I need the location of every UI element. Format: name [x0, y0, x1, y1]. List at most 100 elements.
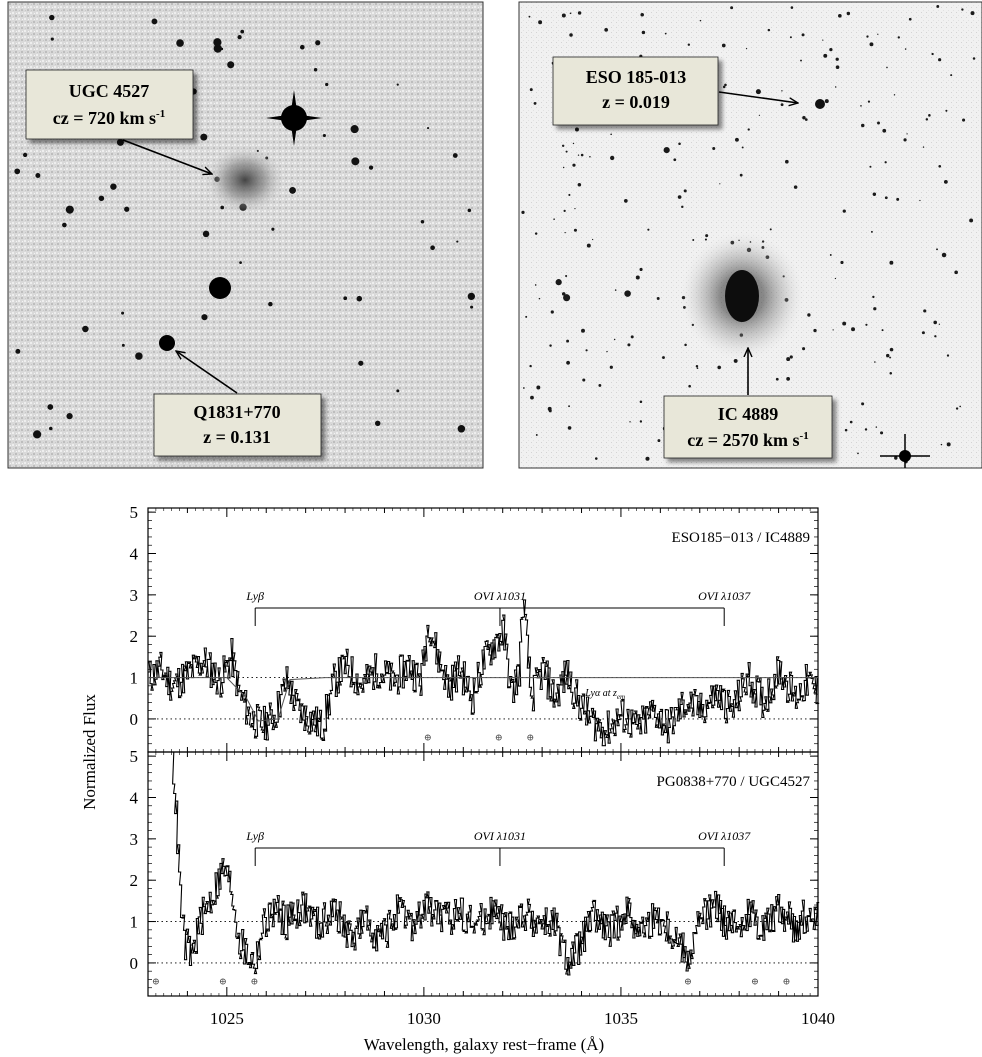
star [452, 153, 458, 158]
y-tick-label: 1 [130, 669, 139, 688]
star [874, 361, 876, 363]
line-id-label: OVI λ1037 [698, 829, 751, 843]
star [561, 144, 565, 148]
star [881, 329, 884, 332]
star [801, 33, 805, 37]
star [889, 372, 893, 375]
star [807, 313, 811, 317]
star [577, 154, 580, 156]
star [962, 118, 966, 122]
line-id-label: OVI λ1037 [698, 589, 751, 603]
star [580, 153, 584, 157]
star [582, 378, 586, 382]
line-id-label: OVI λ1031 [474, 589, 526, 603]
star [789, 36, 792, 39]
star [699, 19, 702, 22]
star [724, 83, 727, 87]
star [785, 159, 789, 164]
y-tick-label: 4 [130, 544, 139, 563]
star [943, 179, 948, 184]
label-box-q1831 [153, 393, 322, 457]
star [569, 33, 573, 37]
y-tick-label: 3 [130, 586, 139, 605]
star [585, 349, 588, 352]
star [906, 133, 908, 135]
star [683, 189, 687, 193]
star [894, 456, 898, 460]
star [867, 100, 871, 103]
y-tick-label: 1 [130, 913, 139, 932]
star [82, 325, 89, 333]
star [639, 267, 643, 272]
star [946, 442, 951, 447]
star [639, 400, 643, 403]
y-tick-label: 4 [130, 788, 139, 807]
star [521, 210, 525, 214]
star [639, 420, 643, 423]
star [889, 260, 894, 265]
x-axis-label: Wavelength, galaxy rest−frame (Å) [364, 1035, 604, 1054]
airglow-earth-icon [152, 978, 159, 985]
star [610, 133, 612, 136]
star [237, 34, 242, 40]
airglow-earth-icon [424, 734, 431, 741]
star [550, 310, 554, 314]
star [598, 383, 602, 387]
star [566, 339, 570, 343]
star [908, 17, 912, 21]
star [176, 39, 184, 47]
star [530, 395, 534, 400]
star [747, 128, 750, 131]
star [677, 195, 682, 199]
star [822, 39, 824, 41]
star [49, 426, 53, 431]
star [800, 59, 802, 62]
star [955, 407, 959, 410]
star [869, 165, 872, 168]
x-tick-label: 1030 [407, 1009, 441, 1028]
y-tick-label: 3 [130, 830, 139, 849]
label-eso185-z: z = 0.019 [602, 92, 670, 112]
star [673, 158, 677, 162]
arrow-to-eso185 [718, 91, 798, 103]
star [945, 109, 948, 112]
star [934, 335, 937, 338]
label-ugc4527-cz: cz = 720 km s-1 [53, 108, 165, 128]
star [884, 196, 888, 200]
star [22, 152, 28, 158]
star [121, 311, 125, 315]
star [838, 13, 842, 18]
star [846, 11, 851, 16]
star [35, 173, 41, 179]
ugc4527-galaxy [205, 146, 285, 214]
panel-title: ESO185−013 / IC4889 [672, 530, 810, 546]
star [928, 114, 931, 117]
star [681, 205, 684, 209]
star [456, 240, 459, 243]
airglow-earth-icon [751, 978, 758, 985]
star [135, 352, 143, 360]
star [470, 305, 474, 309]
star [897, 36, 900, 39]
star [745, 48, 748, 50]
star [356, 295, 363, 302]
star [834, 277, 837, 280]
star [14, 168, 21, 175]
star [938, 58, 942, 62]
star [802, 115, 806, 120]
star [786, 357, 791, 362]
star [872, 192, 877, 196]
label-box-ic4889 [663, 395, 833, 459]
star [201, 314, 208, 321]
star [786, 376, 790, 381]
star [733, 358, 738, 363]
lya-zem-label: Lyα at zem [584, 688, 625, 701]
star [860, 105, 862, 107]
star [688, 384, 691, 388]
star [696, 367, 699, 370]
star [941, 252, 947, 258]
star [781, 90, 783, 92]
star [687, 43, 691, 46]
star [268, 301, 273, 307]
